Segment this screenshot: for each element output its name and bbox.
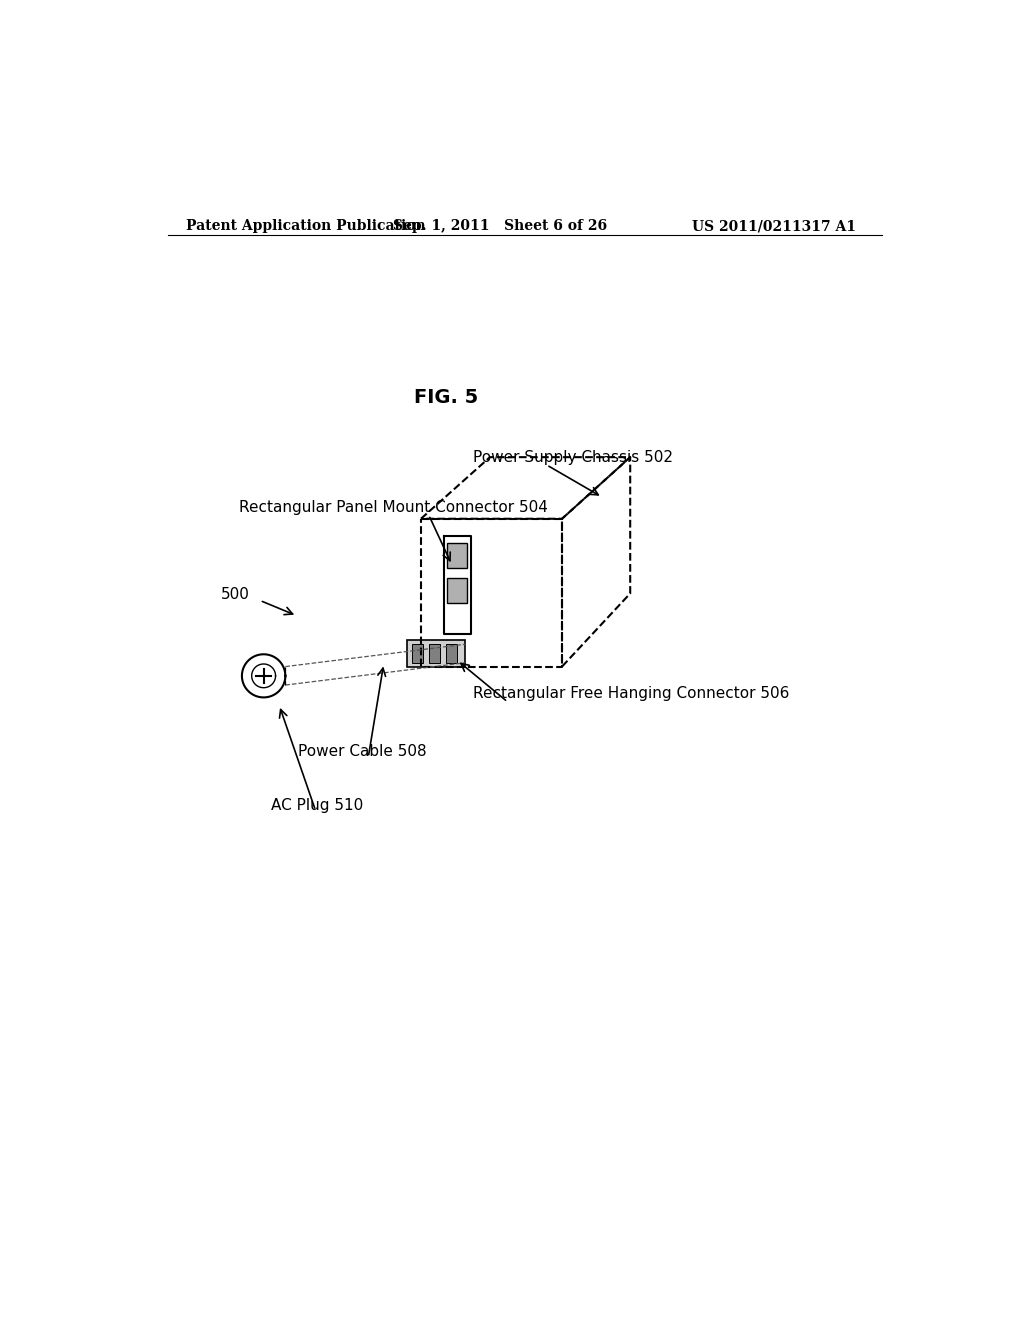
Text: Rectangular Panel Mount Connector 504: Rectangular Panel Mount Connector 504 — [239, 500, 548, 515]
Text: FIG. 5: FIG. 5 — [414, 388, 478, 407]
Text: Power Cable 508: Power Cable 508 — [299, 743, 427, 759]
Text: Patent Application Publication: Patent Application Publication — [186, 219, 426, 234]
Text: Power Supply Chassis 502: Power Supply Chassis 502 — [473, 450, 673, 465]
Bar — [447, 578, 467, 603]
Text: Sep. 1, 2011   Sheet 6 of 26: Sep. 1, 2011 Sheet 6 of 26 — [393, 219, 607, 234]
Bar — [445, 644, 457, 663]
Text: AC Plug 510: AC Plug 510 — [271, 797, 364, 813]
Bar — [429, 644, 439, 663]
Text: 500: 500 — [221, 587, 250, 602]
Text: Rectangular Free Hanging Connector 506: Rectangular Free Hanging Connector 506 — [473, 686, 790, 701]
Bar — [407, 640, 465, 668]
Text: US 2011/0211317 A1: US 2011/0211317 A1 — [692, 219, 856, 234]
Bar — [447, 544, 467, 568]
Bar — [412, 644, 423, 663]
